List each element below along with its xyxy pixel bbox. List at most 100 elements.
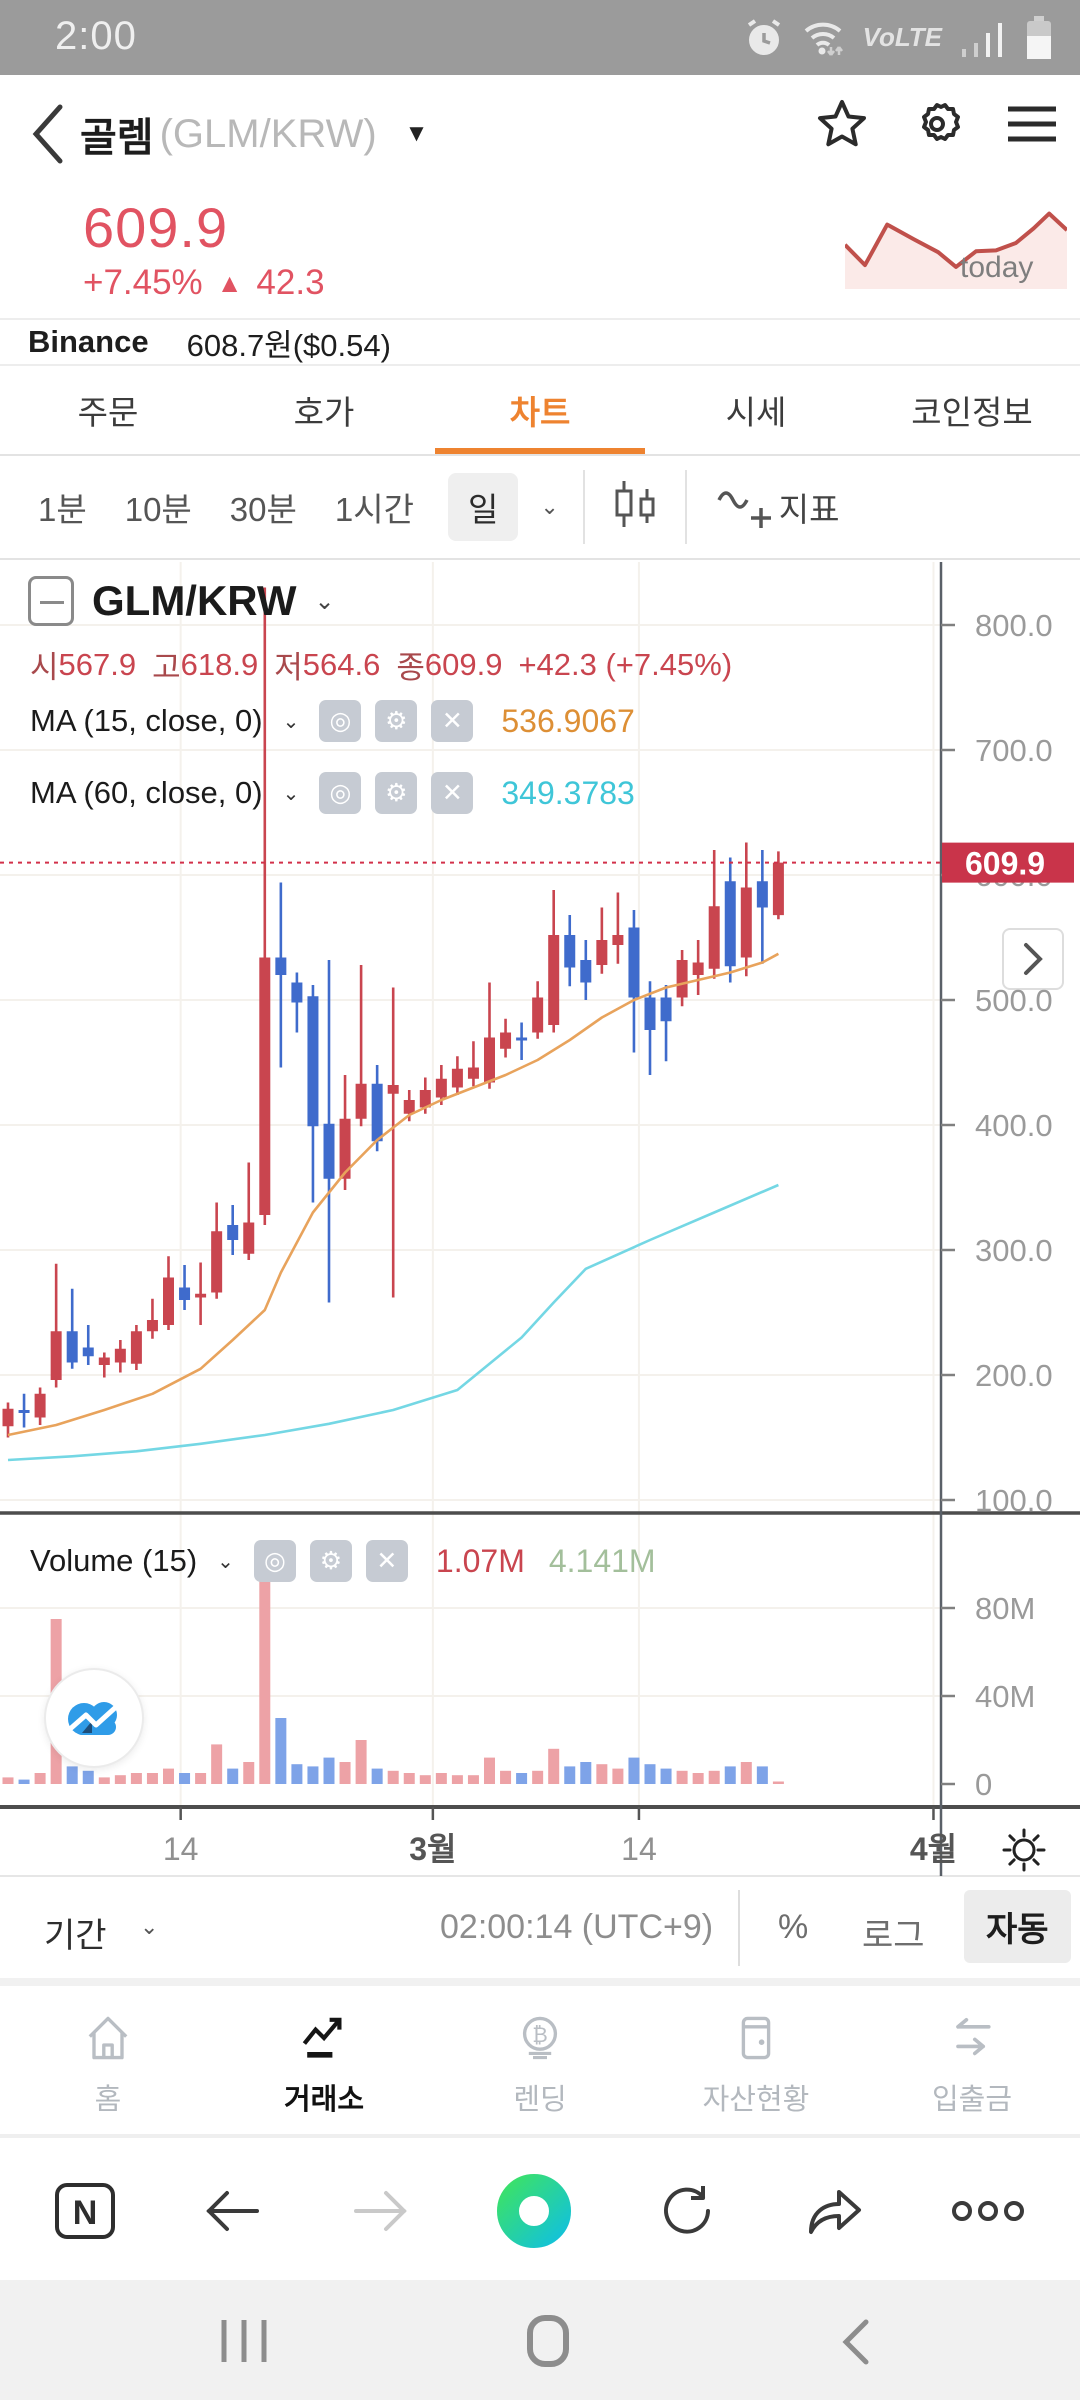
ma15-remove-icon[interactable]: ✕: [431, 700, 474, 742]
up-arrow-icon: ▲: [216, 267, 243, 298]
tab-주문[interactable]: 주문: [77, 394, 139, 431]
lending-icon: ₿: [512, 2010, 568, 2066]
bottom-nav-assets[interactable]: 자산현황: [648, 1994, 864, 2134]
ma15-settings-icon[interactable]: ⚙: [375, 700, 418, 742]
android-home-button[interactable]: [526, 2314, 570, 2368]
tab-차트[interactable]: 차트: [432, 366, 648, 454]
open-value: 567.9: [58, 646, 137, 682]
price-chart[interactable]: 800.0700.0600.0500.0400.0300.0200.0100.0…: [0, 0, 1080, 1880]
symbol-chevron-icon: ⌄: [314, 587, 335, 615]
home-icon: [80, 2010, 136, 2066]
chart-type-candle-button[interactable]: [611, 479, 661, 535]
browser-refresh-button[interactable]: [658, 2182, 716, 2240]
today-sparkline: [845, 211, 1067, 289]
chart-toolbar: 1분 10분 30분 1시간 일 ⌄ 지표: [0, 456, 1080, 990]
naver-logo-button[interactable]: N: [54, 2182, 116, 2240]
settings-gear-icon[interactable]: [910, 97, 964, 151]
wifi-icon: [801, 17, 847, 59]
period-dropdown[interactable]: 기간: [44, 1917, 107, 1955]
browser-back-button[interactable]: [203, 2187, 263, 2235]
volume-remove-icon[interactable]: ✕: [365, 1540, 408, 1582]
current-price: 609.9: [83, 196, 229, 259]
volume-settings-icon[interactable]: ⚙: [309, 1540, 352, 1582]
ma60-chevron-icon[interactable]: ⌄: [282, 782, 300, 805]
ma60-legend: MA (60, close, 0) ⌄ ◎ ⚙ ✕ 349.3783: [30, 772, 635, 814]
chart-clock: 02:00:14 (UTC+9): [440, 1908, 714, 1946]
favorite-star-icon[interactable]: [816, 98, 868, 150]
bottom-nav-label: 홈: [94, 2084, 122, 2116]
bottom-nav-home[interactable]: 홈: [0, 1994, 216, 2134]
volume-ma-value: 4.141M: [548, 1542, 656, 1579]
browser-share-button[interactable]: [803, 2184, 863, 2238]
naver-home-dot-button[interactable]: [497, 2174, 571, 2248]
toolbar-next-button[interactable]: [1002, 928, 1064, 990]
chart-footer-controls: 기간 ⌄ 02:00:14 (UTC+9) % 로그 자동: [0, 1880, 1080, 1986]
ma15-chevron-icon[interactable]: ⌄: [282, 710, 300, 733]
back-button[interactable]: [26, 101, 70, 167]
chevron-down-icon: ▼: [404, 120, 429, 147]
tab-호가[interactable]: 호가: [293, 394, 355, 431]
interval-1분[interactable]: 1분: [38, 491, 87, 528]
ma15-label[interactable]: MA (15, close, 0): [30, 703, 263, 738]
svg-text:0: 0: [975, 1767, 992, 1802]
battery-icon: [1026, 15, 1052, 60]
browser-forward-button[interactable]: [350, 2187, 410, 2235]
floating-widget-button[interactable]: [44, 1668, 144, 1768]
svg-text:N: N: [73, 2194, 98, 2232]
reference-price: 608.7원($0.54): [186, 327, 391, 363]
volume-value: 1.07M: [435, 1542, 525, 1579]
svg-text:4월: 4월: [910, 1831, 957, 1867]
bottom-nav-lending[interactable]: ₿ 렌딩: [432, 1994, 648, 2134]
ma60-settings-icon[interactable]: ⚙: [375, 772, 418, 814]
svg-text:700.0: 700.0: [975, 733, 1053, 768]
menu-hamburger-icon[interactable]: [1006, 101, 1058, 147]
volume-visibility-icon[interactable]: ◎: [253, 1540, 296, 1582]
coin-name: 골렘: [80, 116, 154, 160]
volume-chevron-icon[interactable]: ⌄: [217, 1550, 234, 1573]
ma15-visibility-icon[interactable]: ◎: [319, 700, 362, 742]
status-time: 2:00: [55, 14, 137, 58]
sparkline-label: today: [960, 251, 1034, 284]
interval-10분[interactable]: 10분: [124, 491, 192, 528]
exchange-icon: [296, 2010, 352, 2066]
ma60-label[interactable]: MA (60, close, 0): [30, 775, 263, 810]
coin-pair-selector[interactable]: 골렘 (GLM/KRW) ▼: [80, 105, 428, 163]
svg-text:500.0: 500.0: [975, 983, 1053, 1018]
reference-exchange: Binance: [28, 324, 149, 359]
period-chevron-icon[interactable]: ⌄: [140, 1914, 159, 1939]
axis-settings-sun-icon[interactable]: [996, 1822, 1052, 1878]
interval-30분[interactable]: 30분: [229, 491, 297, 528]
interval-selected[interactable]: 일: [447, 473, 519, 541]
interval-1시간[interactable]: 1시간: [334, 491, 414, 528]
svg-text:40M: 40M: [975, 1679, 1035, 1714]
bottom-nav-label: 렌딩: [513, 2084, 567, 2116]
indicator-button[interactable]: 지표: [713, 478, 840, 536]
tab-시세[interactable]: 시세: [725, 394, 787, 431]
bottom-navigation: 홈 거래소 ₿ 렌딩 자산현황 입출금: [0, 1994, 1080, 2138]
close-label: 종: [396, 650, 425, 685]
interval-dropdown-icon[interactable]: ⌄: [540, 494, 559, 519]
svg-text:14: 14: [163, 1831, 199, 1867]
svg-text:800.0: 800.0: [975, 608, 1053, 643]
browser-toolbar: N: [0, 2142, 1080, 2280]
ma60-remove-icon[interactable]: ✕: [431, 772, 474, 814]
bottom-nav-exchange[interactable]: 거래소: [216, 1994, 432, 2134]
percent-scale-button[interactable]: %: [778, 1908, 809, 1946]
android-back-button[interactable]: [838, 2318, 872, 2366]
collapse-pane-icon[interactable]: [28, 576, 74, 626]
browser-more-icon[interactable]: [950, 2198, 1026, 2224]
tab-코인정보[interactable]: 코인정보: [911, 394, 1033, 431]
bottom-nav-transfer[interactable]: 입출금: [864, 1994, 1080, 2134]
bottom-nav-label: 입출금: [931, 2084, 1013, 2116]
log-scale-button[interactable]: 로그: [862, 1917, 925, 1955]
chart-symbol-legend[interactable]: GLM/KRW ⌄: [28, 576, 335, 626]
ma60-visibility-icon[interactable]: ◎: [319, 772, 362, 814]
android-recents-button[interactable]: [218, 2318, 270, 2364]
android-navigation-bar: [0, 2280, 1080, 2400]
ohlc-change: +42.3 (+7.45%): [518, 646, 733, 682]
volume-label[interactable]: Volume (15): [30, 1543, 198, 1578]
svg-text:3월: 3월: [409, 1831, 456, 1867]
auto-scale-button[interactable]: 자동: [964, 1890, 1071, 1963]
low-value: 564.6: [302, 646, 381, 682]
svg-text:14: 14: [621, 1831, 657, 1867]
